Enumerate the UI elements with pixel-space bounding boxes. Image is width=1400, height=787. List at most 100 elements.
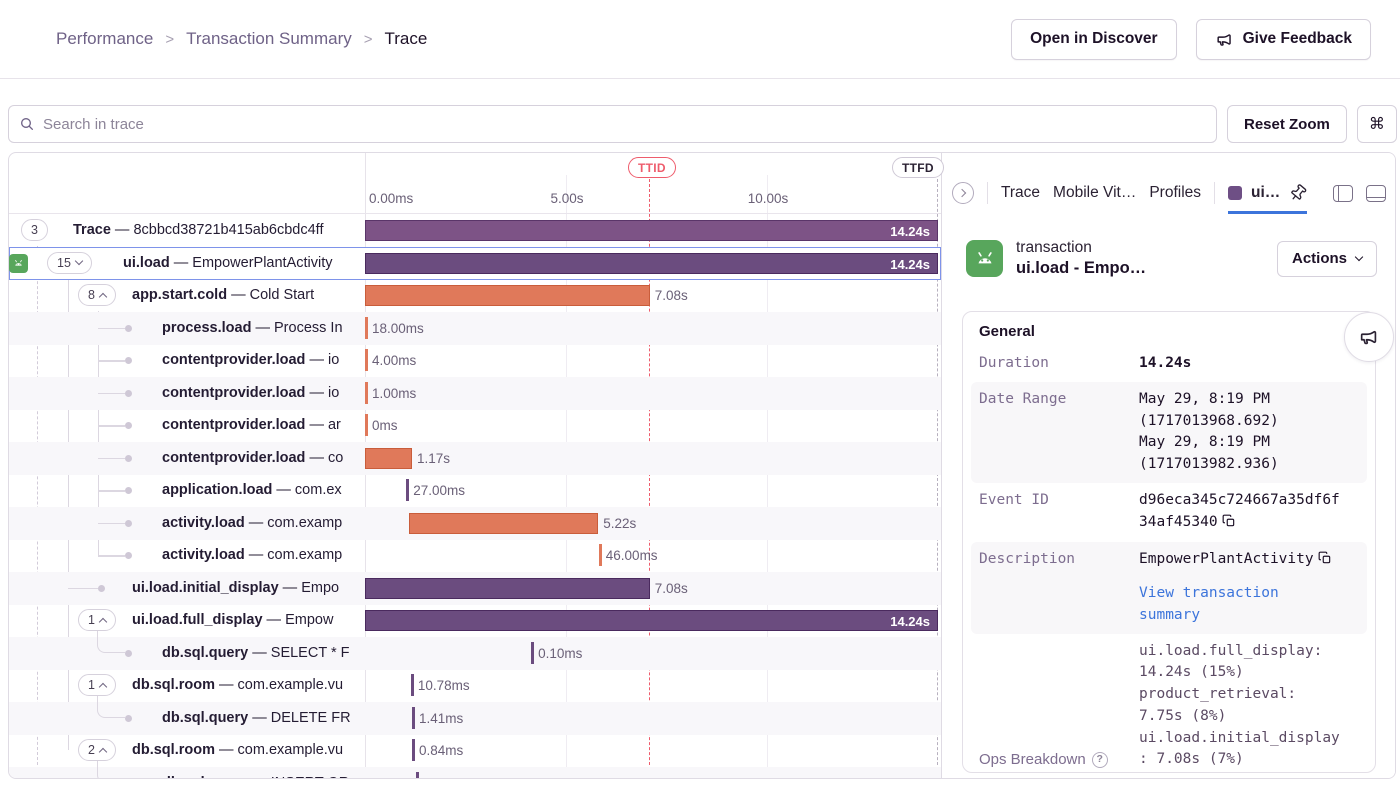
search-input[interactable]: [43, 116, 1206, 133]
tree-elbow-connector: [97, 629, 125, 653]
span-bar[interactable]: 14.24s: [365, 253, 938, 274]
dock-bottom-icon[interactable]: [1366, 185, 1386, 202]
span-bar[interactable]: [409, 513, 598, 534]
expand-children-badge[interactable]: 15: [47, 252, 92, 274]
trace-span-row[interactable]: 2db.sql.room — com.example.vu0.84ms: [9, 734, 941, 767]
tree-stub-connector: [98, 555, 125, 557]
trace-span-row[interactable]: contentprovider.load — ar0ms: [9, 409, 941, 442]
tab-mobile-vitals[interactable]: Mobile Vit…: [1053, 184, 1136, 202]
breadcrumb-performance[interactable]: Performance: [56, 29, 153, 49]
duration-label: 27.00ms: [413, 474, 465, 507]
give-feedback-button[interactable]: Give Feedback: [1196, 19, 1371, 60]
span-label: application.load — com.ex: [162, 474, 365, 507]
trace-waterfall: TTID TTFD 0.00ms 5.00s 10.00s 3Trace — 8…: [9, 153, 941, 779]
trace-span-row[interactable]: db.sql.query — DELETE FR1.41ms: [9, 702, 941, 735]
trace-span-row[interactable]: activity.load — com.examp46.00ms: [9, 539, 941, 572]
axis-tick-label: 5.00s: [546, 191, 588, 206]
collapse-panel-icon[interactable]: [952, 182, 974, 204]
ttid-badge[interactable]: TTID: [628, 157, 676, 178]
trace-span-row[interactable]: 1ui.load.full_display — Empow14.24s: [9, 604, 941, 637]
trace-span-row[interactable]: 1db.sql.room — com.example.vu10.78ms: [9, 669, 941, 702]
span-duration-tick[interactable]: [411, 674, 414, 696]
trace-span-row[interactable]: 15 ui.load — EmpowerPlantActivity14.24s: [9, 247, 941, 280]
open-in-discover-button[interactable]: Open in Discover: [1011, 19, 1176, 60]
span-bar[interactable]: 14.24s: [365, 220, 938, 241]
tree-dot: [125, 520, 132, 527]
trace-span-row[interactable]: 3Trace — 8cbbcd38721b415ab6cbdc4ff14.24s: [9, 214, 941, 247]
description-key: Description: [979, 549, 1139, 626]
timeline-header: TTID TTFD 0.00ms 5.00s 10.00s: [9, 153, 941, 214]
search-box[interactable]: [8, 105, 1217, 143]
tree-dot: [125, 455, 132, 462]
span-duration-tick[interactable]: [412, 739, 415, 761]
span-duration-tick[interactable]: [365, 414, 368, 436]
tab-transaction-detail[interactable]: ui…: [1251, 184, 1280, 202]
span-duration-tick[interactable]: [531, 642, 534, 664]
transaction-header: transaction ui.load - Empo… Actions: [966, 239, 1377, 278]
shortcut-button[interactable]: ⌘: [1357, 105, 1397, 143]
span-duration-tick[interactable]: [412, 707, 415, 729]
date-range-row: Date Range May 29, 8:19 PM (1717013968.6…: [971, 382, 1367, 483]
duration-label: 18.00ms: [372, 312, 424, 345]
expand-children-badge[interactable]: 8: [78, 284, 116, 306]
expand-children-badge[interactable]: 1: [78, 674, 116, 696]
description-row: Description EmpowerPlantActivity View tr…: [971, 542, 1367, 633]
actions-button[interactable]: Actions: [1277, 241, 1377, 277]
span-label: ui.load.initial_display — Empo: [132, 572, 365, 605]
expand-children-badge[interactable]: 1: [78, 609, 116, 631]
dock-left-icon[interactable]: [1333, 185, 1353, 202]
tree-dot: [125, 325, 132, 332]
trace-span-row[interactable]: contentprovider.load — io4.00ms: [9, 344, 941, 377]
axis-tick-label: 10.00s: [745, 191, 791, 206]
span-duration-tick[interactable]: [365, 349, 368, 371]
expand-children-badge[interactable]: 3: [21, 219, 48, 241]
chevron-down-icon: [75, 257, 83, 265]
span-bar[interactable]: [365, 578, 650, 599]
duration-label: 46.00ms: [606, 539, 658, 572]
trace-span-row[interactable]: ui.load.initial_display — Empo7.08s: [9, 572, 941, 605]
trace-span-row[interactable]: 8app.start.cold — Cold Start7.08s: [9, 279, 941, 312]
breadcrumb-trace: Trace: [385, 29, 428, 49]
view-transaction-summary-link[interactable]: View transaction summary: [1139, 583, 1341, 627]
tab-trace[interactable]: Trace: [1001, 184, 1040, 202]
trace-span-row[interactable]: contentprovider.load — io1.00ms: [9, 377, 941, 410]
trace-span-row[interactable]: application.load — com.ex 27.00ms: [9, 474, 941, 507]
help-icon[interactable]: ?: [1092, 752, 1108, 768]
feedback-button[interactable]: [1344, 312, 1394, 362]
duration-label: 14.24s: [890, 222, 930, 241]
ttfd-badge[interactable]: TTFD: [892, 157, 944, 178]
breadcrumb-transaction-summary[interactable]: Transaction Summary: [186, 29, 352, 49]
span-duration-tick[interactable]: [599, 544, 602, 566]
breadcrumb: Performance > Transaction Summary > Trac…: [56, 29, 427, 49]
duration-label: 1.17s: [417, 442, 450, 475]
duration-value: 14.24s: [1139, 353, 1341, 375]
trace-span-row[interactable]: contentprovider.load — co1.17s: [9, 442, 941, 475]
duration-label: 7.08s: [655, 279, 688, 312]
pin-icon[interactable]: [1289, 184, 1307, 202]
span-bar[interactable]: [365, 285, 650, 306]
trace-span-row[interactable]: process.load — Process In18.00ms: [9, 312, 941, 345]
trace-span-row[interactable]: activity.load — com.examp5.22s: [9, 507, 941, 540]
span-bar[interactable]: 14.24s: [365, 610, 938, 631]
expand-children-badge[interactable]: 2: [78, 739, 116, 761]
duration-label: 0.10ms: [538, 637, 582, 670]
span-bar[interactable]: [365, 448, 412, 469]
span-duration-tick[interactable]: [365, 317, 368, 339]
span-duration-tick[interactable]: [406, 479, 409, 501]
copy-icon[interactable]: [1222, 514, 1236, 536]
duration-label: 10.78ms: [418, 669, 470, 702]
tree-dot: [125, 650, 132, 657]
trace-details-panel: Trace Mobile Vit… Profiles ui…: [941, 153, 1395, 779]
copy-icon[interactable]: [1318, 551, 1332, 573]
span-label: activity.load — com.examp: [162, 507, 365, 540]
tree-stub-connector: [98, 360, 125, 362]
trace-span-row[interactable]: db.sql.query — INSERT OR0.70: [9, 767, 941, 780]
trace-span-row[interactable]: db.sql.query — SELECT * F0.10ms: [9, 637, 941, 670]
reset-zoom-button[interactable]: Reset Zoom: [1227, 105, 1347, 143]
span-duration-tick[interactable]: [416, 772, 419, 780]
span-label: ui.load — EmpowerPlantActivity: [123, 247, 365, 280]
tree-elbow-connector: [97, 694, 125, 718]
span-duration-tick[interactable]: [365, 382, 368, 404]
tab-profiles[interactable]: Profiles: [1149, 184, 1201, 202]
transaction-title: ui.load - Empo…: [1016, 259, 1146, 278]
